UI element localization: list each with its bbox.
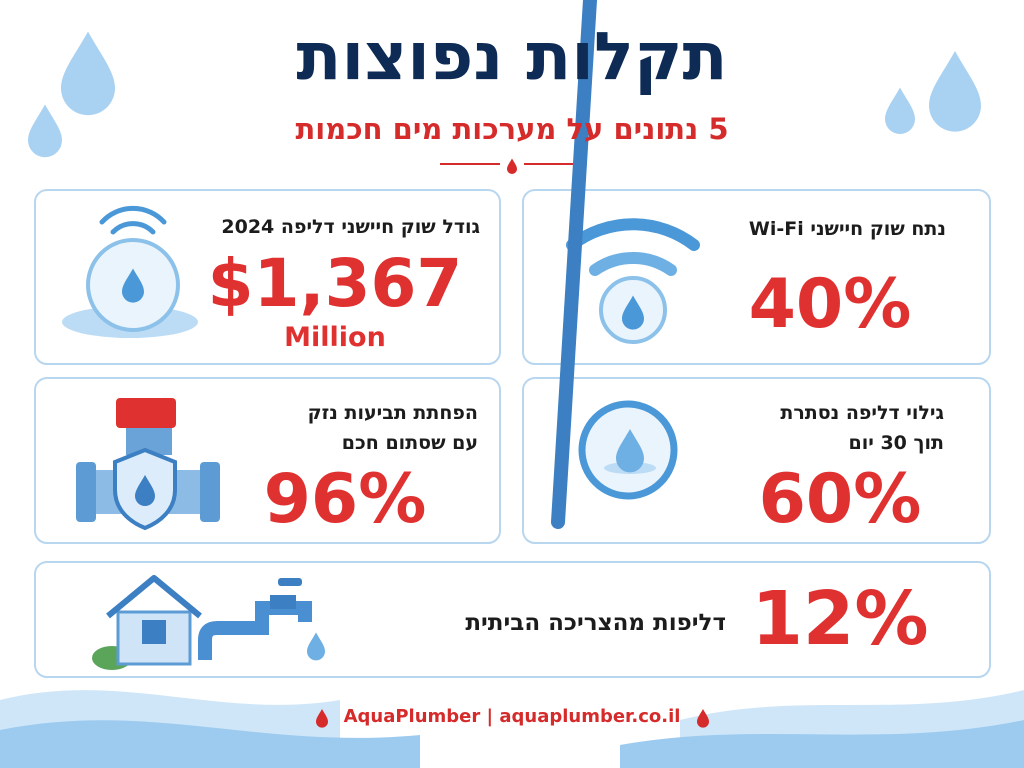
- card-value: 96%: [263, 460, 427, 539]
- card-unit: Million: [284, 322, 386, 353]
- pipe: [198, 601, 312, 660]
- icon-wifi: [566, 218, 700, 344]
- roof: [106, 575, 202, 619]
- drop: [507, 158, 517, 174]
- wave: [620, 720, 1024, 768]
- card-label: הפחתת תביעות נזק: [307, 402, 478, 424]
- card-label: דליפות מהצריכה הביתית: [465, 610, 726, 636]
- footer: AquaPlumber | aquaplumber.co.il: [343, 706, 681, 727]
- card-label: גילוי דליפה נסתרת: [780, 402, 944, 424]
- signal: [99, 205, 167, 225]
- signal: [566, 218, 700, 251]
- magnifier-handle: [551, 0, 597, 529]
- wave: [0, 720, 420, 768]
- title: תקלות נפוצות: [296, 18, 728, 95]
- window: [142, 620, 166, 644]
- icon-magnifier: [551, 0, 678, 529]
- flange: [200, 462, 220, 522]
- signal: [589, 251, 677, 276]
- icon-valve: [76, 398, 220, 531]
- signal: [110, 221, 156, 235]
- card-value: 40%: [748, 265, 912, 344]
- handle: [116, 398, 176, 428]
- card-label: עם שסתום חכם: [341, 432, 478, 454]
- waves: [0, 690, 1024, 768]
- subtitle: 5 נתונים על מערכות מים חכמות: [295, 112, 729, 146]
- flange: [76, 462, 96, 522]
- card-label: נתח שוק חיישני Wi-Fi: [748, 218, 946, 240]
- card-label: גודל שוק חיישני דליפה 2024: [221, 216, 480, 238]
- card: [34, 561, 991, 678]
- tap: [270, 595, 296, 609]
- divider: [440, 158, 584, 174]
- card-value: $1,367: [207, 245, 463, 322]
- tap-handle: [278, 578, 302, 586]
- card-value: 60%: [758, 460, 922, 539]
- icon-sensor: [62, 205, 198, 338]
- card-label: תוך 30 יום: [848, 432, 944, 454]
- card-value: 12%: [751, 576, 929, 662]
- icon-house-tap: [92, 575, 325, 670]
